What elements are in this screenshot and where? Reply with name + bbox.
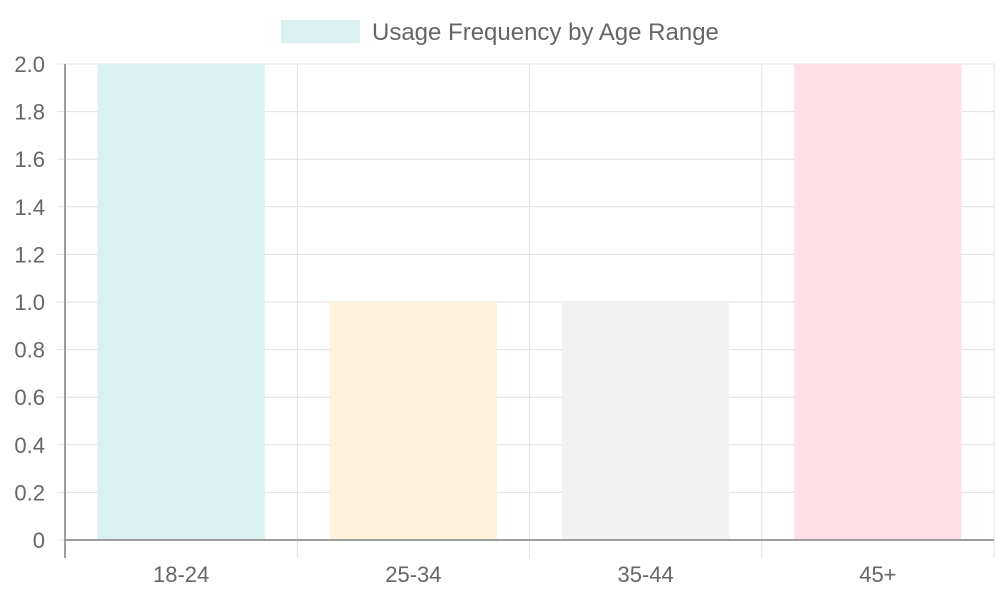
legend-label[interactable]: Usage Frequency by Age Range: [372, 19, 719, 46]
x-tick-label: 18-24: [153, 562, 209, 587]
y-tick-label: 1.2: [14, 242, 45, 267]
y-tick-label: 0.2: [14, 480, 45, 505]
bar-25-34[interactable]: [329, 302, 497, 540]
bar-45+[interactable]: [794, 64, 962, 540]
y-tick-label: 1.4: [14, 195, 45, 220]
x-axis-tick-labels: 18-24 25-34 35-44 45+: [153, 562, 897, 587]
y-tick-label: 0.4: [14, 433, 45, 458]
y-tick-label: 1.6: [14, 147, 45, 172]
y-tick-label: 1.8: [14, 100, 45, 125]
y-tick-label: 0: [33, 528, 45, 553]
legend-swatch[interactable]: [281, 20, 360, 43]
x-tick-label: 25-34: [385, 562, 441, 587]
y-tick-label: 0.8: [14, 338, 45, 363]
bar-35-44[interactable]: [562, 302, 730, 540]
y-axis-tick-labels: 0 0.2 0.4 0.6 0.8 1.0 1.2 1.4 1.6 1.8 2.0: [14, 52, 45, 553]
axes: [57, 63, 994, 558]
x-tick-label: 35-44: [617, 562, 673, 587]
y-tick-label: 1.0: [14, 290, 45, 315]
legend[interactable]: Usage Frequency by Age Range: [281, 19, 719, 46]
x-tick-label: 45+: [859, 562, 896, 587]
y-tick-label: 2.0: [14, 52, 45, 77]
bars: [97, 64, 962, 540]
y-tick-label: 0.6: [14, 385, 45, 410]
bar-18-24[interactable]: [97, 64, 265, 540]
